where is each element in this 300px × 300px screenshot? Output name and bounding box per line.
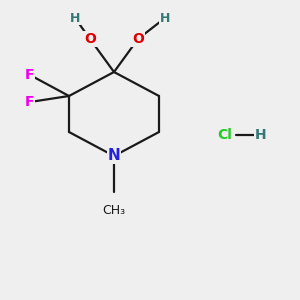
- Text: H: H: [160, 11, 170, 25]
- Text: H: H: [255, 128, 267, 142]
- Text: CH₃: CH₃: [102, 203, 126, 217]
- Text: N: N: [108, 148, 120, 164]
- Text: O: O: [132, 32, 144, 46]
- Text: F: F: [25, 95, 35, 109]
- Text: Cl: Cl: [218, 128, 232, 142]
- Text: F: F: [25, 68, 35, 82]
- Text: O: O: [84, 32, 96, 46]
- Text: H: H: [70, 11, 80, 25]
